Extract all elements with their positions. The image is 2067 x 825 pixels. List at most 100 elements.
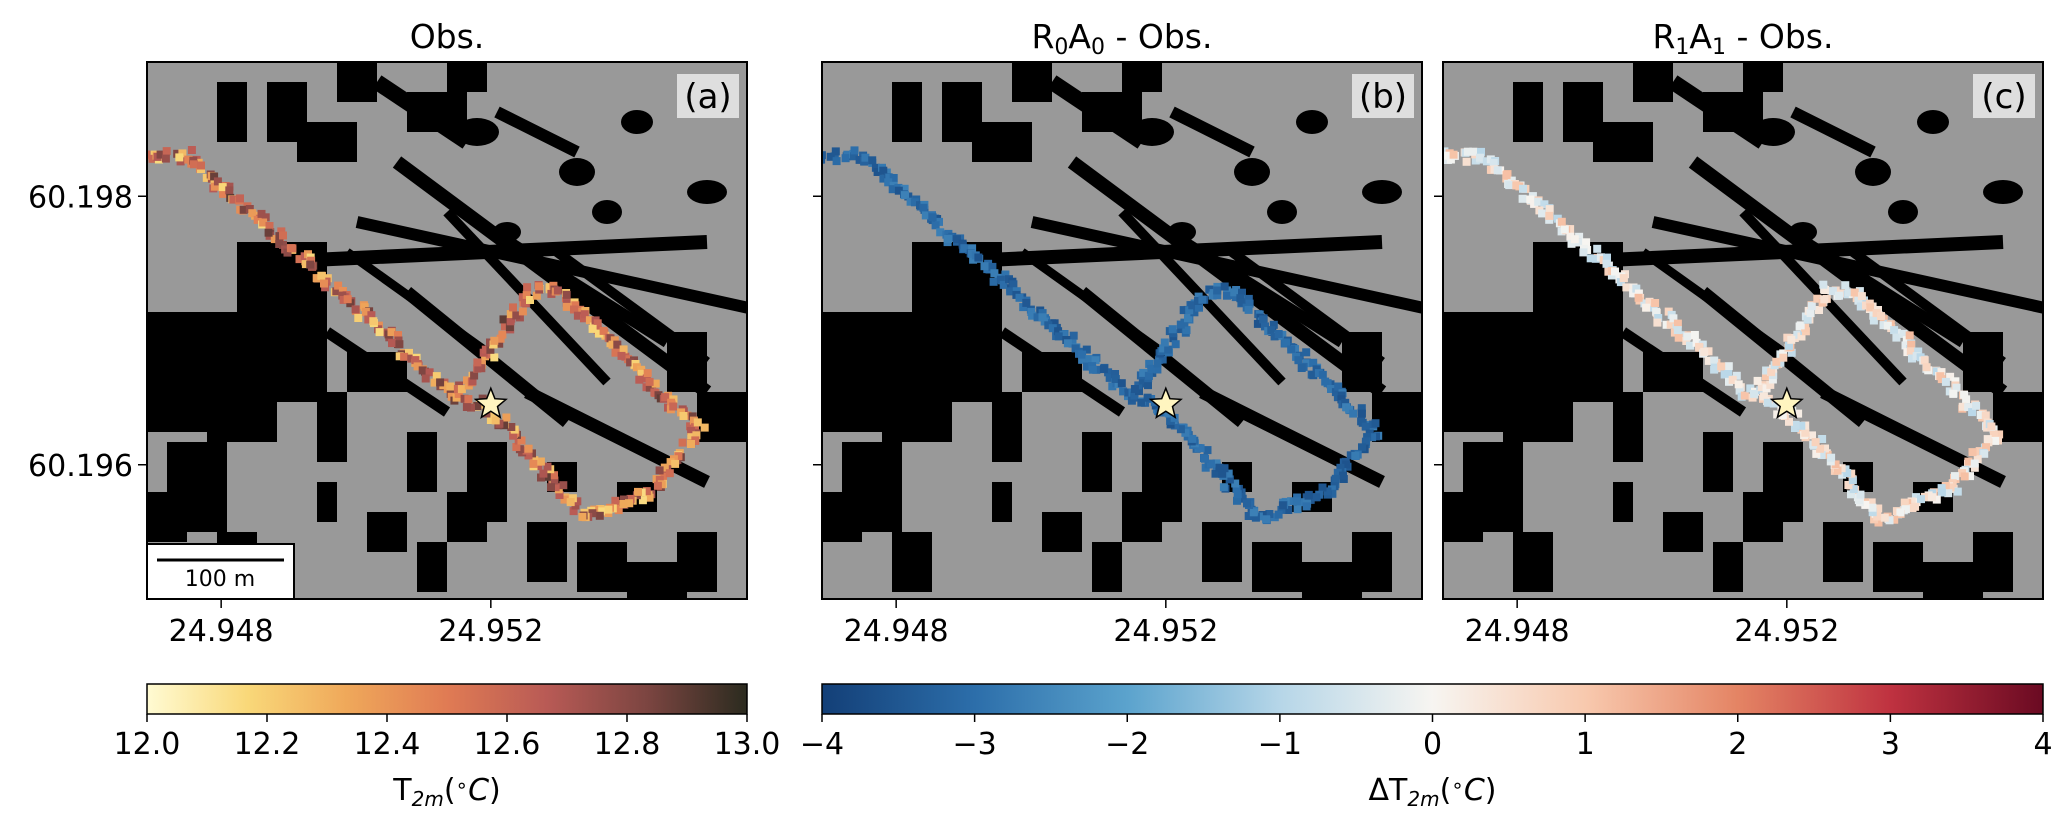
route-cell: [1282, 338, 1291, 347]
building: [337, 62, 377, 102]
route-cell: [625, 499, 633, 508]
route-cell: [1704, 347, 1713, 356]
route-cell: [495, 339, 504, 348]
route-cell: [1071, 344, 1080, 353]
route-cell: [637, 365, 646, 374]
building: [1613, 482, 1633, 522]
building: [494, 106, 580, 158]
building: [1633, 62, 1673, 102]
route-cell: [1144, 371, 1153, 380]
building: [392, 156, 712, 398]
route-cell: [1201, 454, 1209, 463]
route-cell: [1009, 280, 1018, 289]
route-cell: [1022, 298, 1031, 307]
route-cell: [446, 382, 455, 391]
route-cell: [532, 291, 541, 300]
route-cell: [1855, 287, 1864, 296]
route-cell: [213, 177, 222, 186]
route-cell: [1632, 284, 1641, 293]
route-cell: [1176, 320, 1185, 329]
route-cells: [139, 146, 709, 522]
route-cell: [665, 469, 674, 478]
colorbar-diff: −4 −3 −2 −1 0 1 2 3 4 ΔT2m(∘C): [800, 683, 2053, 811]
route-cell: [1426, 156, 1434, 164]
colorbar-tick-label: 0: [1423, 727, 1442, 762]
route-cell: [593, 319, 602, 328]
route-cell: [210, 182, 219, 191]
scalebar: 100 m: [146, 543, 295, 600]
route-cell: [643, 369, 652, 378]
star-marker: [1769, 386, 1804, 419]
route-cell: [687, 427, 696, 435]
building: [1917, 110, 1949, 134]
building: [1229, 247, 1385, 367]
panel-frame: [1442, 61, 2044, 600]
route-cell: [610, 336, 619, 345]
route-cell: [1649, 303, 1658, 312]
route-cell: [161, 154, 170, 163]
route-cell: [619, 345, 628, 354]
route-cell: [1803, 315, 1812, 324]
route-cell: [1772, 357, 1781, 366]
route-cell: [1868, 503, 1877, 512]
route-cell: [139, 149, 147, 157]
route-cell: [1236, 294, 1245, 303]
route-cell: [1732, 371, 1741, 380]
route-cell: [1835, 291, 1843, 300]
route-cell: [988, 262, 997, 271]
route-cell: [1796, 321, 1805, 330]
route-cell: [1219, 483, 1228, 492]
panel-b-plot: (b): [821, 61, 1423, 600]
route-cell: [1838, 470, 1847, 479]
route-cell: [1857, 292, 1866, 301]
route-cell: [671, 459, 680, 468]
route-cell: [832, 157, 841, 166]
route-cell: [1244, 305, 1253, 314]
route-cell: [1970, 459, 1979, 468]
route-cell: [524, 451, 533, 460]
building: [1873, 542, 1923, 592]
route-cell: [1582, 238, 1591, 247]
route-cell: [1278, 501, 1287, 510]
route-cell: [248, 209, 257, 218]
building: [455, 118, 499, 146]
route-cell: [566, 498, 575, 507]
route-cell: [1177, 325, 1186, 334]
route-cell: [1567, 239, 1576, 248]
route-cell: [850, 146, 859, 155]
route-cell: [436, 378, 445, 387]
route-cell: [1220, 464, 1229, 473]
panel-c-map: [1426, 62, 2043, 599]
route-cell: [1117, 379, 1126, 388]
route-cell: [1321, 377, 1330, 386]
x-tick-label: 24.948: [169, 614, 274, 649]
route-cell: [1015, 293, 1024, 302]
building: [687, 180, 727, 204]
route-cell: [1785, 417, 1793, 426]
route-cell: [1304, 490, 1313, 499]
route-cell: [1907, 497, 1916, 506]
building: [1122, 492, 1162, 542]
route-cell: [481, 345, 490, 354]
colorbar-obs: 12.0 12.2 12.4 12.6 12.8 13.0 T2m(∘C): [114, 683, 780, 811]
building: [1022, 352, 1082, 392]
route-cell: [1944, 489, 1953, 498]
route-cell: [1640, 299, 1649, 308]
route-cell: [1203, 446, 1212, 455]
route-cell: [873, 168, 882, 176]
route-cell: [1683, 332, 1692, 341]
building: [1513, 532, 1553, 592]
route-cell: [1989, 431, 1998, 439]
route-cell: [1970, 463, 1979, 472]
route-cell: [1575, 232, 1584, 241]
route-cell: [197, 161, 205, 170]
building: [1663, 512, 1703, 552]
building: [1030, 216, 1422, 314]
route-cell: [523, 283, 532, 292]
route-cell: [611, 496, 620, 505]
route-cell: [1922, 363, 1931, 372]
route-cell: [1966, 472, 1974, 481]
route-cell: [413, 362, 422, 371]
route-cell: [1968, 408, 1977, 417]
route-cell: [1044, 321, 1053, 330]
